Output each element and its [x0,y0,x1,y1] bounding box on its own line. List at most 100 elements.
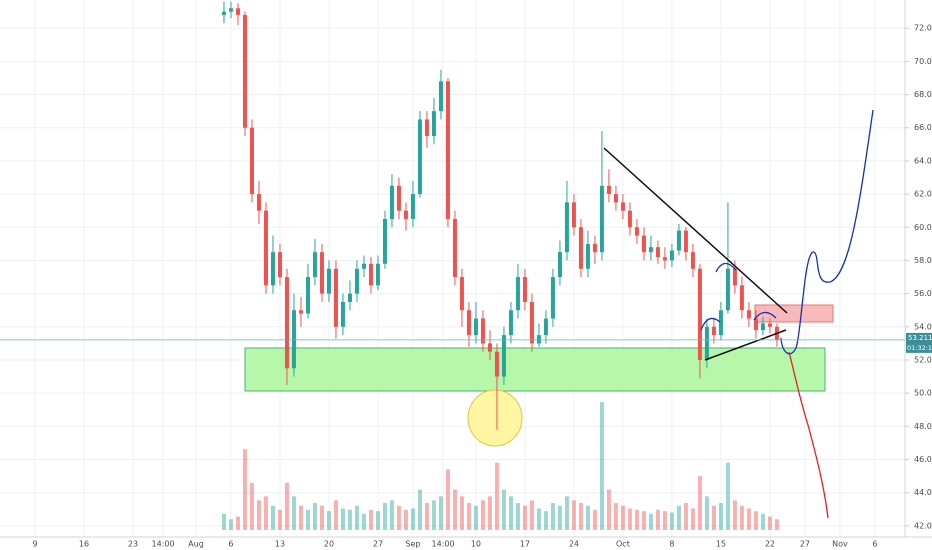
candle-body [445,81,450,219]
volume-bar [284,482,289,530]
volume-bar [704,496,709,530]
volume-bar [326,511,331,530]
projection-up [780,109,874,355]
candle-body [641,235,646,253]
x-tick-label: Sep [405,540,420,549]
candle-body [571,202,576,228]
candle-body [375,263,380,286]
y-tick-label: 54.000 [914,322,932,331]
candle-body [746,310,751,319]
candle-body [655,247,660,258]
volume-bar [529,500,534,530]
candle-body [487,343,492,352]
x-tick-label: 27 [800,540,810,549]
candle-body [417,119,422,195]
axes: 42.000 44.000 46.000 48.000 50.000 52.000 54.0… [32,24,932,549]
x-tick-label: Nov [832,540,848,549]
volume-bar [466,503,471,530]
candle-body [263,210,268,286]
candle-body [690,252,695,269]
volume-bar [585,505,590,530]
candle-body [613,194,618,203]
volume-bar [543,511,548,530]
candle-body [592,243,597,253]
candle-body [578,227,583,269]
candle-body [739,285,744,311]
candle-body [711,326,716,336]
volume-bar [263,496,268,530]
candle-body [718,310,723,336]
volume-bar [228,519,233,530]
candle-body [564,202,569,253]
y-tick-label: 62.000 [914,190,932,199]
trend-line [603,147,788,314]
x-tick-label: 6 [228,540,233,549]
trend-line [704,329,787,361]
candle-body [424,119,429,137]
volume-bar [746,508,751,530]
y-tick-label: 52.000 [914,355,932,364]
candle-body [368,263,373,286]
candle-body [606,185,611,195]
y-tick-label: 64.000 [914,156,932,165]
volume-bar [501,489,506,530]
volume-bar [277,509,282,530]
volume-bar [550,503,555,530]
volume-bar [410,508,415,530]
candle-body [298,310,303,314]
volume-bar [599,402,604,530]
y-tick-label: 72.000 [914,24,932,33]
candle-body [557,252,562,278]
candle-body [396,185,401,211]
candle-body [599,185,604,253]
volume-bar [298,505,303,530]
volume-bar [270,505,275,530]
y-tick-label: 58.000 [914,256,932,265]
x-tick-label: 14:00 [152,540,175,549]
arc [715,262,737,273]
candle-body [326,268,331,294]
volume-bar [641,511,646,530]
volume-bar [361,513,366,530]
y-tick-label: 70.000 [914,57,932,66]
candle-body [291,310,296,369]
candle-body [648,247,653,253]
candle-body [501,335,506,377]
countdown: 01:32:13 [907,344,932,352]
candle-body [494,351,499,377]
y-tick-label: 50.000 [914,389,932,398]
volume-bar [536,508,541,530]
volume-bar [312,503,317,530]
volume-bar [564,496,569,530]
volume-bar [438,496,443,530]
volume-bar [648,513,653,530]
candle-body [389,185,394,219]
volume-bar [319,505,324,530]
candle-body [676,230,681,251]
candle-body [333,268,338,327]
volume-bar [424,503,429,530]
volume-bar [445,469,450,530]
last-price: 53.211 [908,334,932,342]
volume-bar [340,508,345,530]
volume-bar [739,505,744,530]
candle-body [452,218,457,278]
candle-body [361,263,366,269]
volume-bar [305,509,310,530]
candle-body [550,277,555,319]
y-tick-label: 60.000 [914,223,932,232]
resistance-zone [754,304,834,323]
volume-bar [690,508,695,530]
candle-body [760,323,765,331]
x-tick-label: 16 [79,540,89,549]
candle-body [256,194,261,211]
volume-bar [683,503,688,530]
x-tick-label: 17 [520,540,530,549]
volume-bar [431,500,436,530]
volume-bar [221,513,226,530]
x-tick-label: Aug [188,540,204,549]
volume-bar [655,509,660,530]
candle-body [662,257,667,261]
